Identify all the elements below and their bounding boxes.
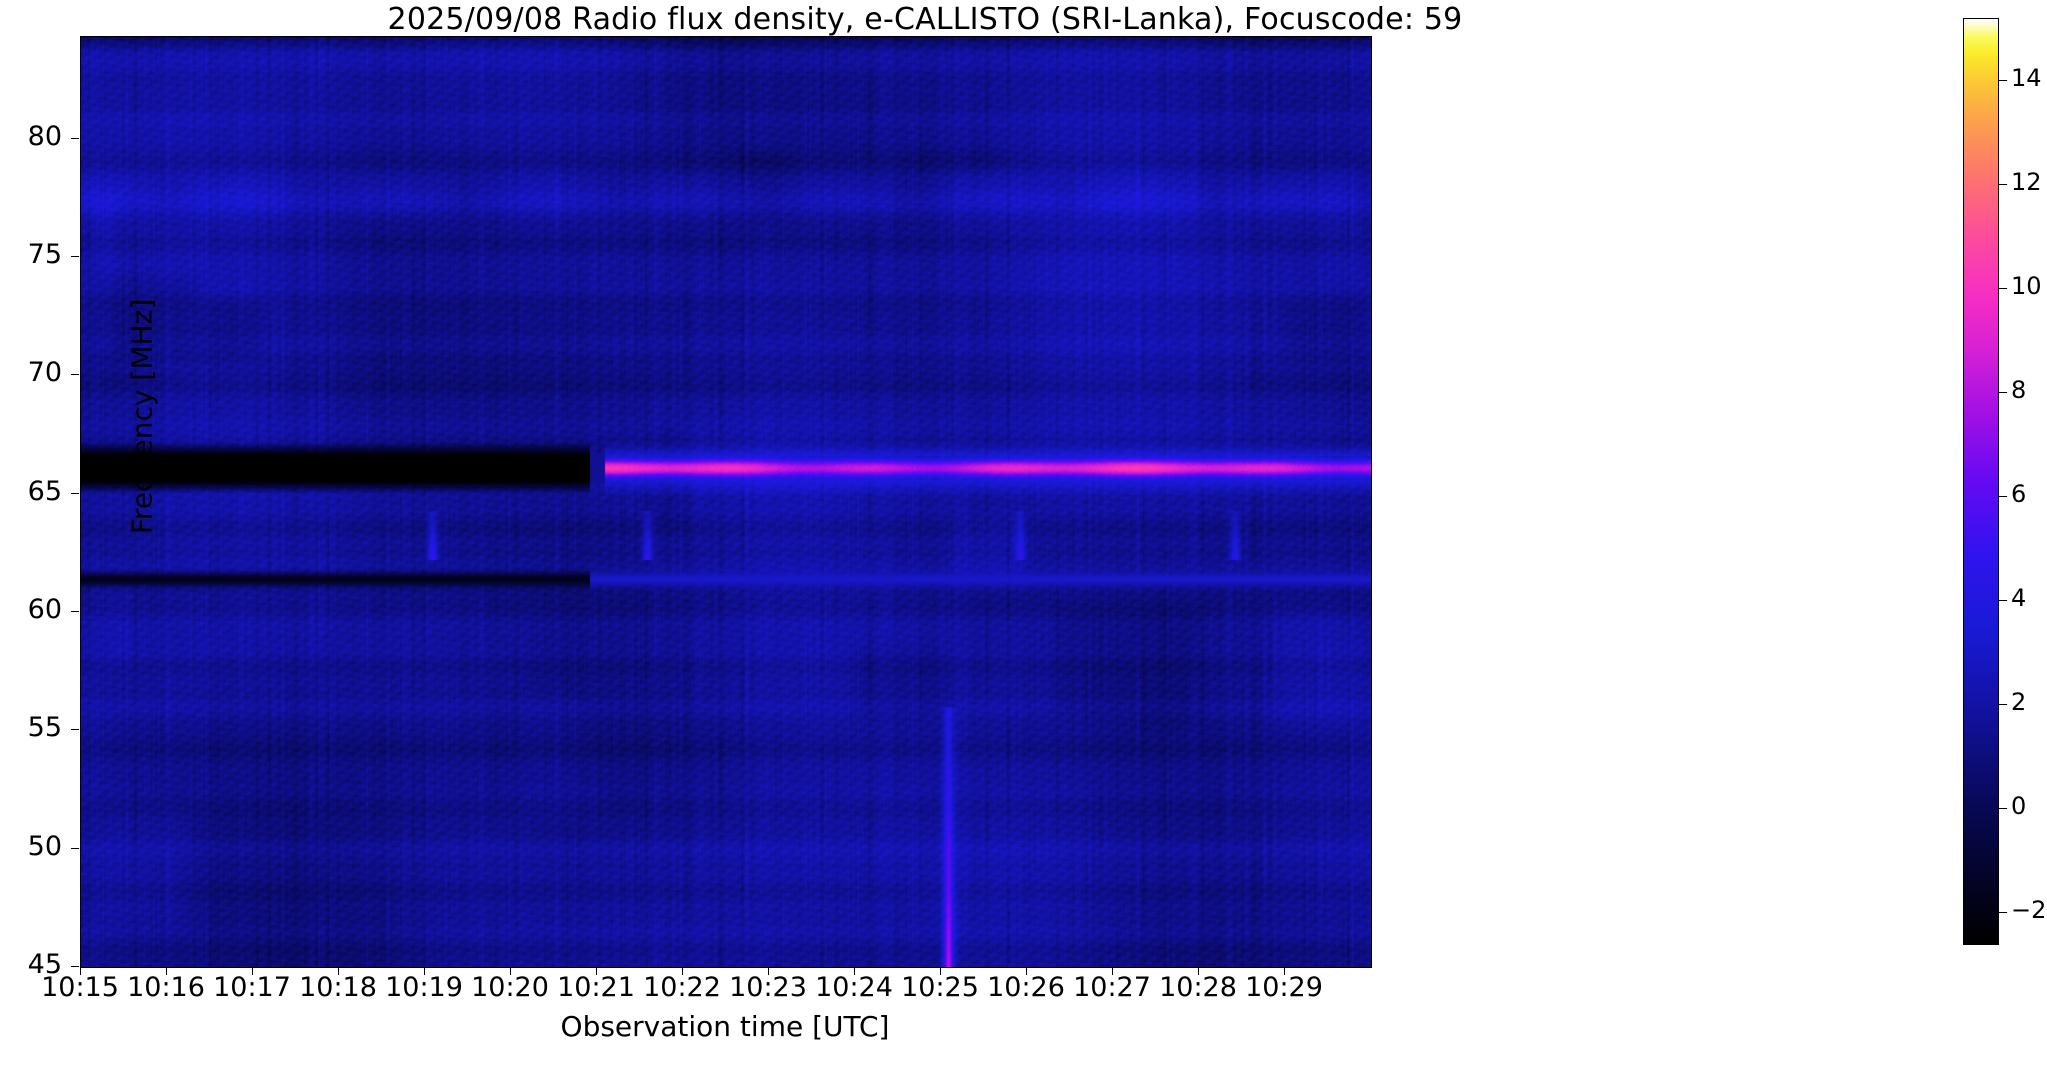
x-tick-mark [424, 967, 425, 975]
x-tick-mark [338, 967, 339, 975]
x-tick-mark [1198, 967, 1199, 975]
x-tick-label: 10:25 [901, 972, 979, 1003]
colorbar-tick-mark [1999, 911, 2007, 913]
x-tick-mark [252, 967, 253, 975]
x-tick-label: 10:15 [41, 972, 119, 1003]
colorbar-tick-mark [1999, 288, 2007, 290]
x-tick-mark [166, 967, 167, 975]
x-tick-mark [510, 967, 511, 975]
y-tick-label: 55 [27, 712, 62, 744]
x-tick-label: 10:21 [557, 972, 635, 1003]
x-tick-mark [940, 967, 941, 975]
colorbar-tick-label: 10 [2011, 272, 2042, 301]
y-tick-mark [71, 611, 79, 613]
x-tick-label: 10:19 [385, 972, 463, 1003]
colorbar-tick-label: 4 [2011, 584, 2027, 613]
x-tick-mark [80, 967, 81, 975]
x-tick-mark [1026, 967, 1027, 975]
x-tick-mark [1284, 967, 1285, 975]
colorbar-tick-label: −2 [2011, 895, 2047, 924]
colorbar-tick-mark [1999, 496, 2007, 498]
y-tick-mark [71, 847, 79, 849]
colorbar-tick-mark [1999, 80, 2007, 82]
x-tick-mark [1112, 967, 1113, 975]
y-tick-mark [71, 966, 79, 967]
y-tick-label: 50 [27, 830, 62, 862]
colorbar-tick-label: 0 [2011, 791, 2027, 820]
colorbar-tick-mark [1999, 807, 2007, 809]
colorbar-tick-mark [1999, 703, 2007, 705]
colorbar-tick-label: 12 [2011, 168, 2042, 197]
colorbar [1963, 18, 1999, 945]
y-tick-label: 80 [27, 120, 62, 152]
x-tick-label: 10:24 [815, 972, 893, 1003]
x-tick-mark [854, 967, 855, 975]
colorbar-tick-mark [1999, 392, 2007, 394]
x-axis-label: Observation time [UTC] [560, 1010, 890, 1043]
x-tick-label: 10:26 [987, 972, 1065, 1003]
y-tick-mark [71, 729, 79, 731]
y-tick-mark [71, 137, 79, 139]
x-tick-label: 10:20 [471, 972, 549, 1003]
x-tick-label: 10:18 [299, 972, 377, 1003]
x-tick-label: 10:29 [1245, 972, 1323, 1003]
colorbar-tick-mark [1999, 600, 2007, 602]
y-tick-label: 75 [27, 239, 62, 271]
colorbar-tick-label: 6 [2011, 480, 2027, 509]
x-tick-label: 10:16 [127, 972, 205, 1003]
y-tick-mark [71, 492, 79, 494]
y-axis-label: Frequency [MHz] [125, 298, 159, 535]
y-tick-label: 60 [27, 594, 62, 626]
x-tick-label: 10:23 [729, 972, 807, 1003]
x-tick-mark [596, 967, 597, 975]
x-tick-mark [682, 967, 683, 975]
colorbar-tick-label: 8 [2011, 376, 2027, 405]
x-tick-label: 10:17 [213, 972, 291, 1003]
x-tick-label: 10:28 [1159, 972, 1237, 1003]
y-tick-label: 45 [27, 949, 62, 980]
colorbar-gradient [1964, 19, 1998, 944]
y-tick-label: 65 [27, 475, 62, 507]
x-tick-label: 10:22 [643, 972, 721, 1003]
colorbar-tick-label: 2 [2011, 687, 2027, 716]
colorbar-tick-mark [1999, 184, 2007, 186]
x-tick-label: 10:27 [1073, 972, 1151, 1003]
colorbar-tick-label: 14 [2011, 64, 2042, 93]
spectrogram-plot-area [80, 36, 1372, 968]
x-tick-mark [768, 967, 769, 975]
figure-title: 2025/09/08 Radio flux density, e-CALLIST… [387, 2, 1463, 37]
dynamic-spectrum-image [81, 37, 1371, 967]
y-tick-mark [71, 374, 79, 376]
y-tick-mark [71, 256, 79, 258]
y-tick-label: 70 [27, 357, 62, 389]
